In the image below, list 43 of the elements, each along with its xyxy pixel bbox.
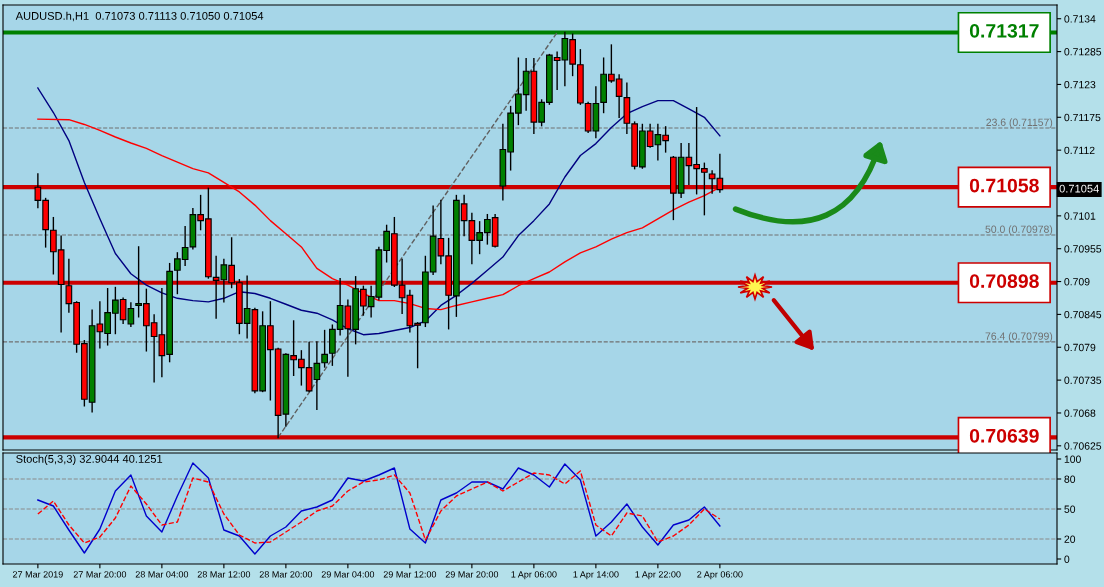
y-tick-label: 0.70735: [1064, 376, 1102, 384]
x-tick-label: 1 Apr 06:00: [511, 571, 557, 580]
y-tick-label: 0.709: [1064, 278, 1090, 286]
line-series: [37, 470, 721, 544]
text: AUDUSD.h,H1 0.71073 0.71113 0.71050 0.71054: [15, 11, 264, 22]
y-tick-label: 0.7112: [1064, 146, 1095, 155]
y-tick-label: 0.70625: [1064, 442, 1102, 450]
y-tick-label: 100: [1064, 455, 1081, 463]
x-tick-label: 1 Apr 22:00: [635, 571, 681, 580]
y-tick-label: 0.7079: [1064, 343, 1096, 352]
x-tick-label: 28 Mar 04:00: [135, 571, 189, 578]
x-tick-label: 29 Mar 12:00: [383, 571, 437, 578]
ref-line-label: 0.70898: [969, 274, 1039, 288]
y-tick-label: 0.71175: [1064, 113, 1101, 122]
x-tick-label: 27 Mar 20:00: [73, 571, 127, 578]
y-tick-label: 0.7123: [1064, 80, 1096, 89]
y-tick-label: 0: [1064, 555, 1070, 563]
y-tick-label: 0.7101: [1064, 212, 1096, 220]
y-tick-label: 0.71285: [1064, 48, 1102, 56]
y-tick-label: 80: [1064, 475, 1076, 483]
x-tick-label: 1 Apr 14:00: [573, 571, 619, 580]
ref-line-label: 0.71317: [969, 23, 1039, 38]
y-tick-label: 50: [1064, 505, 1076, 513]
y-tick-label: 0.7134: [1064, 15, 1096, 23]
chart-title: Stoch(5,3,3) 32.9044 40.1251: [16, 454, 163, 466]
y-tick-label: 20: [1064, 535, 1076, 543]
annotation: 0.71054: [1059, 184, 1099, 193]
y-tick-label: 0.70955: [1064, 245, 1102, 253]
x-tick-label: 28 Mar 12:00: [197, 571, 251, 578]
x-tick-label: 27 Mar 2019: [12, 571, 63, 578]
ref-line-label: 50.0 (0.70978): [985, 225, 1053, 235]
x-tick-label: 29 Mar 20:00: [445, 571, 499, 578]
x-tick-label: 29 Mar 04:00: [321, 571, 375, 578]
x-tick-label: 2 Apr 06:00: [697, 571, 743, 580]
candlestick: [321, 329, 328, 368]
ref-line-label: 23.6 (0.71157): [986, 118, 1053, 129]
ref-line-label: 0.70639: [969, 428, 1039, 443]
y-tick-label: 0.70845: [1064, 310, 1102, 319]
y-tick-label: 0.7068: [1064, 409, 1096, 417]
ref-line-label: 0.71058: [969, 178, 1039, 193]
ref-line-label: 76.4 (0.70799): [985, 332, 1053, 342]
x-tick-label: 28 Mar 20:00: [259, 571, 313, 578]
line-series: [37, 87, 721, 336]
